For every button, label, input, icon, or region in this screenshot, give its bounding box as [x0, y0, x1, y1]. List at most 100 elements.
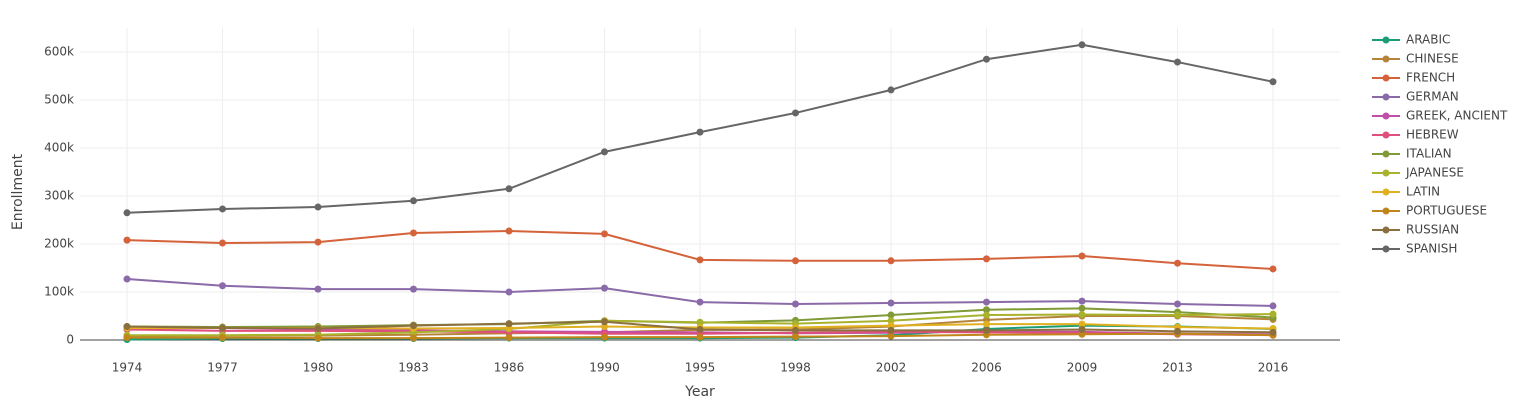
data-point	[601, 333, 608, 341]
x-tick-label: 1995	[685, 361, 716, 375]
data-point	[410, 334, 417, 342]
data-point	[792, 326, 799, 334]
legend-marker	[1382, 245, 1390, 253]
legend-marker	[1382, 112, 1390, 120]
data-point	[1174, 311, 1181, 319]
legend-label: CHINESE	[1406, 52, 1459, 66]
data-point	[887, 299, 895, 307]
data-point	[601, 230, 608, 238]
data-point	[696, 325, 704, 333]
x-tick-label: 1974	[112, 361, 143, 375]
legend-marker	[1382, 93, 1390, 101]
y-tick-label: 200k	[44, 237, 74, 251]
data-point	[1174, 58, 1181, 66]
data-point	[314, 203, 322, 211]
data-point	[1269, 78, 1277, 86]
y-tick-label: 600k	[44, 45, 74, 59]
data-point	[601, 148, 608, 156]
data-point	[983, 311, 990, 319]
data-point	[1269, 265, 1277, 273]
data-point	[410, 322, 417, 330]
x-tick-label: 1983	[398, 361, 429, 375]
x-tick-label: 2013	[1162, 361, 1193, 375]
y-tick-label: 300k	[44, 189, 74, 203]
data-point	[123, 209, 131, 217]
data-point	[1078, 41, 1086, 49]
data-point	[1269, 328, 1277, 336]
legend-label: SPANISH	[1406, 242, 1457, 256]
legend-marker	[1382, 188, 1390, 196]
data-point	[1269, 302, 1277, 310]
data-point	[1078, 304, 1086, 312]
legend-label: GREEK, ANCIENT	[1406, 109, 1508, 123]
data-point	[887, 86, 895, 94]
x-tick-label: 2009	[1067, 361, 1098, 375]
legend-label: JAPANESE	[1405, 166, 1464, 180]
data-point	[792, 300, 799, 308]
data-point	[314, 324, 322, 332]
data-point	[887, 332, 895, 340]
data-point	[505, 288, 513, 296]
legend-marker	[1382, 226, 1390, 234]
data-point	[1269, 310, 1277, 318]
x-tick-label: 2006	[971, 361, 1002, 375]
data-point	[983, 326, 990, 334]
y-axis-label: Enrollment	[10, 153, 26, 230]
legend-marker	[1382, 150, 1390, 158]
x-tick-label: 1980	[303, 361, 334, 375]
data-point	[1078, 325, 1086, 333]
data-point	[1078, 330, 1086, 338]
data-point	[983, 306, 990, 314]
data-point	[219, 334, 226, 342]
y-tick-label: 100k	[44, 285, 74, 299]
data-point	[505, 320, 513, 328]
data-point	[696, 128, 704, 136]
data-point	[123, 323, 131, 331]
data-point	[219, 282, 226, 290]
data-point	[696, 333, 704, 341]
data-point	[601, 323, 608, 331]
data-point	[410, 285, 417, 293]
data-point	[123, 334, 131, 342]
data-point	[887, 317, 895, 325]
x-tick-label: 1990	[589, 361, 620, 375]
data-point	[410, 229, 417, 237]
data-point	[1078, 320, 1086, 328]
legend-marker	[1382, 55, 1390, 63]
x-axis-label: Year	[684, 384, 715, 400]
legend-label: FRENCH	[1406, 71, 1455, 85]
data-point	[983, 255, 990, 263]
data-point	[1174, 259, 1181, 267]
data-point	[983, 298, 990, 306]
data-point	[792, 109, 799, 117]
data-point	[123, 236, 131, 244]
legend-label: ARABIC	[1406, 33, 1450, 47]
legend-label: LATIN	[1406, 185, 1440, 199]
legend-label: GERMAN	[1406, 90, 1459, 104]
data-point	[601, 318, 608, 326]
data-point	[505, 334, 513, 342]
data-point	[1174, 327, 1181, 335]
data-point	[696, 318, 704, 326]
y-tick-label: 500k	[44, 93, 74, 107]
data-point	[983, 55, 990, 63]
legend-marker	[1382, 74, 1390, 82]
legend-label: ITALIAN	[1406, 147, 1452, 161]
x-tick-label: 1977	[207, 361, 238, 375]
data-point	[123, 275, 131, 283]
legend-marker	[1382, 169, 1390, 177]
data-point	[219, 324, 226, 332]
data-point	[1078, 252, 1086, 260]
data-point	[505, 185, 513, 193]
data-point	[887, 326, 895, 334]
x-tick-label: 2002	[876, 361, 907, 375]
data-point	[887, 311, 895, 319]
legend-label: HEBREW	[1406, 128, 1459, 142]
y-tick-label: 0	[66, 333, 74, 347]
data-point	[314, 285, 322, 293]
data-point	[314, 238, 322, 246]
data-point	[314, 334, 322, 342]
data-point	[219, 239, 226, 247]
data-point	[983, 320, 990, 328]
